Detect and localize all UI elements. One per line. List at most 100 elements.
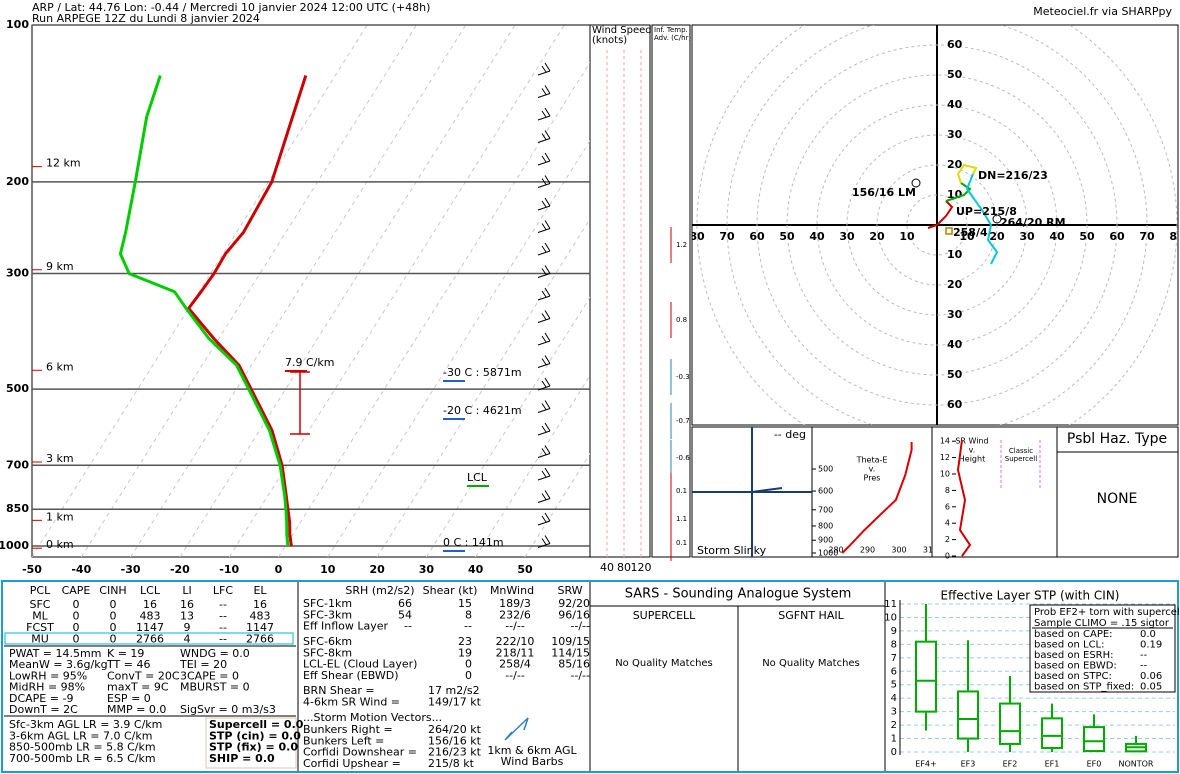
hodo-label: 60: [947, 398, 963, 411]
hodo-label: 70: [719, 230, 735, 243]
thetae-title: Pres: [864, 474, 881, 483]
adv-label: -0.3: [676, 373, 690, 381]
hodo-annotation: DN=216/23: [978, 169, 1048, 182]
adv-label: 0.8: [676, 316, 687, 324]
lapse-rate: 3-6km AGL LR = 7.0 C/km: [9, 729, 152, 742]
thermo-cell: 483: [140, 610, 161, 623]
thermo-header: LCL: [140, 584, 161, 597]
storm-motion-marker: [911, 178, 921, 188]
stp-category: EF2: [1003, 760, 1018, 769]
wind-tick-label: 120: [631, 561, 652, 574]
hodo-label: 30: [839, 230, 855, 243]
stp-legend-value: --: [1140, 650, 1148, 661]
height-label: 0 km: [46, 538, 74, 551]
height-label: 3 km: [46, 452, 74, 465]
skewt-annotation: -20 C : 4621m: [443, 404, 522, 417]
composite: STP (cin) = 0.0: [209, 729, 301, 742]
hodo-label: 10: [899, 230, 915, 243]
wind-barb: [537, 242, 551, 256]
wind-barb: [537, 107, 551, 121]
y-tick-label: 850: [6, 502, 29, 515]
index-cell: SigSvr = 0 m3/s3: [180, 703, 276, 716]
classic-label: Supercell: [1005, 455, 1037, 463]
slinky-cross: [692, 427, 812, 557]
thetae-xlabel: 280: [828, 546, 843, 555]
stp-box: [999, 702, 1021, 745]
stp-legend-row: based on EBWD:: [1034, 661, 1117, 672]
thermo-cell: 16: [180, 598, 194, 611]
wind-barb: [537, 355, 551, 368]
srwind-label: 4: [945, 519, 950, 528]
sars-head: SGFNT HAIL: [778, 609, 844, 622]
hodo-line: [927, 200, 954, 229]
kin-cell: 23: [458, 635, 472, 648]
header-credit: Meteociel.fr via SHARPpy: [1033, 5, 1172, 18]
hodo-label: 60: [947, 38, 963, 51]
wind-barb: [537, 62, 551, 76]
thermo-cell: 0: [110, 598, 117, 611]
adv-label: 0.1: [676, 539, 687, 547]
thermo-header: CAPE: [62, 584, 91, 597]
hodo-label: 30: [1019, 230, 1035, 243]
overlay: -50 -40 -30 -20 -10 0 10 20 30 40 5010020030050070…: [0, 18, 1180, 770]
thetae-xlabel: 300: [891, 546, 906, 555]
adv-title: Adv. (C/hr): [654, 34, 691, 42]
kin-header: Shear (kt): [423, 584, 478, 597]
x-tick-label: -10: [219, 563, 239, 576]
stp-legend-row: based on STP_fixed:: [1034, 682, 1134, 693]
wind-title: (knots): [592, 35, 627, 46]
profile-line: [118, 75, 290, 547]
kin-cell: --/--: [505, 669, 525, 682]
kin-label: Bunkers Left =: [303, 734, 384, 747]
thetae-xlabel: 290: [860, 546, 875, 555]
srwind-label: 10: [940, 470, 950, 479]
composite: STP (fix) = 0.0: [209, 741, 298, 754]
thetae-ylabel: 800: [818, 521, 833, 530]
storm-motion-marker: [992, 214, 1002, 224]
srwind-title: Height: [959, 455, 985, 464]
thermo-header: LI: [182, 584, 191, 597]
isotherm: [179, 25, 516, 557]
srwind-label: 8: [945, 486, 950, 495]
hazard-title: Psbl Haz. Type: [1067, 431, 1167, 447]
thetae-title: Theta-E: [856, 456, 888, 465]
kin-cell: --/--: [570, 620, 590, 633]
kin-label: 4-6km SR Wind =: [303, 695, 400, 708]
x-tick-label: 20: [369, 563, 385, 576]
hodo-label: 20: [947, 158, 963, 171]
marker-label: 156/16 LM: [852, 186, 916, 199]
lapse-rate: Sfc-3km AGL LR = 3.9 C/km: [9, 718, 162, 731]
stp-ylabel: 11: [884, 599, 897, 610]
hodo-label: 40: [1049, 230, 1065, 243]
kin-label: Eff Inflow Layer: [303, 620, 389, 633]
stp-legend-row: based on STPC:: [1034, 671, 1112, 682]
srwind-label: 0: [945, 552, 950, 561]
lapse-rate: 700-500mb LR = 6.5 C/km: [9, 752, 156, 765]
kin-cell: --: [404, 620, 412, 633]
kin-cell: --/--: [570, 669, 590, 682]
index-cell: ConvT = 20C: [107, 669, 180, 682]
mu-box: [4, 632, 294, 645]
hodo-ring: [786, 74, 1088, 376]
thetae-line: [841, 442, 913, 554]
marker-label: 264/20 RM: [1000, 216, 1066, 229]
thetae-ylabel: 900: [818, 536, 833, 545]
thermo-cell: 0: [110, 610, 117, 623]
kin-label: Eff Shear (EBWD): [303, 669, 399, 682]
hodo-label: 50: [779, 230, 795, 243]
wind-barb: [537, 220, 551, 233]
stp-ylabel: 3: [891, 707, 897, 718]
thetae-xlabel: 310: [923, 546, 938, 555]
y-tick-label: 500: [6, 382, 29, 395]
hodo-ring: [816, 104, 1058, 346]
hodograph-plot: 1010101020202020303030304040404050505050…: [692, 25, 1178, 425]
index-cell: MidRH = 98%: [9, 681, 85, 694]
kin-header: SRH (m2/s2): [345, 584, 414, 597]
thermo-cell: ML: [32, 610, 48, 623]
isotherm: [524, 452, 590, 557]
thermo-header: EL: [253, 584, 267, 597]
kin-label: SFC-1km: [303, 597, 352, 610]
srwind-label: 12: [940, 453, 950, 462]
thermo-cell: --: [219, 621, 227, 634]
adv-label: 1.2: [676, 241, 687, 249]
